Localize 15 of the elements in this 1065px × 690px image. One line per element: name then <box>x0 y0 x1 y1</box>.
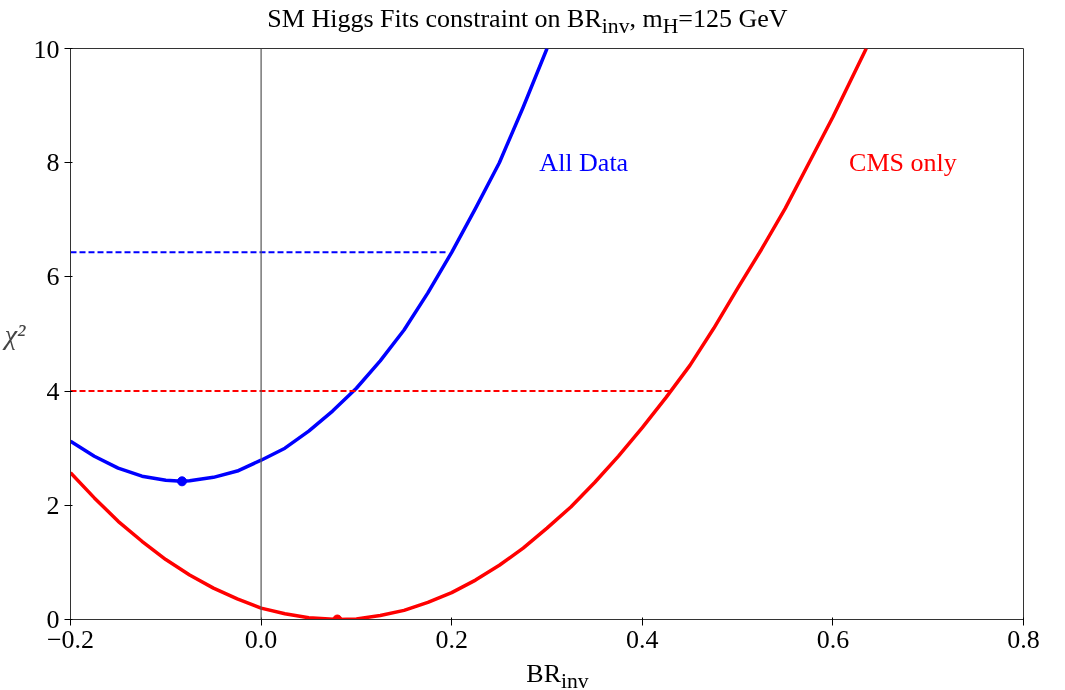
series-label: CMS only <box>849 148 957 178</box>
y-tick-label: 2 <box>46 490 60 520</box>
y-tick-label: 10 <box>33 34 60 64</box>
x-axis-title: BR$_{inv}$ <box>526 658 589 690</box>
series-label: All Data <box>539 148 629 178</box>
y-axis-title: χ² <box>1 318 27 350</box>
x-tick-label: 0.0 <box>244 624 278 654</box>
x-tick-label: 0.2 <box>435 624 468 654</box>
y-tick-label: 8 <box>46 148 60 178</box>
y-tick-label: 6 <box>46 262 60 292</box>
x-tick-label: 0.4 <box>626 624 659 654</box>
chart-title: SM Higgs Fits constraint on BR$_{inv}$, m$_{H}$=125 GeV <box>267 4 788 41</box>
x-tick-label: 0.8 <box>1007 624 1040 654</box>
y-tick-label: 4 <box>46 376 60 406</box>
x-tick-label: 0.6 <box>816 624 850 654</box>
